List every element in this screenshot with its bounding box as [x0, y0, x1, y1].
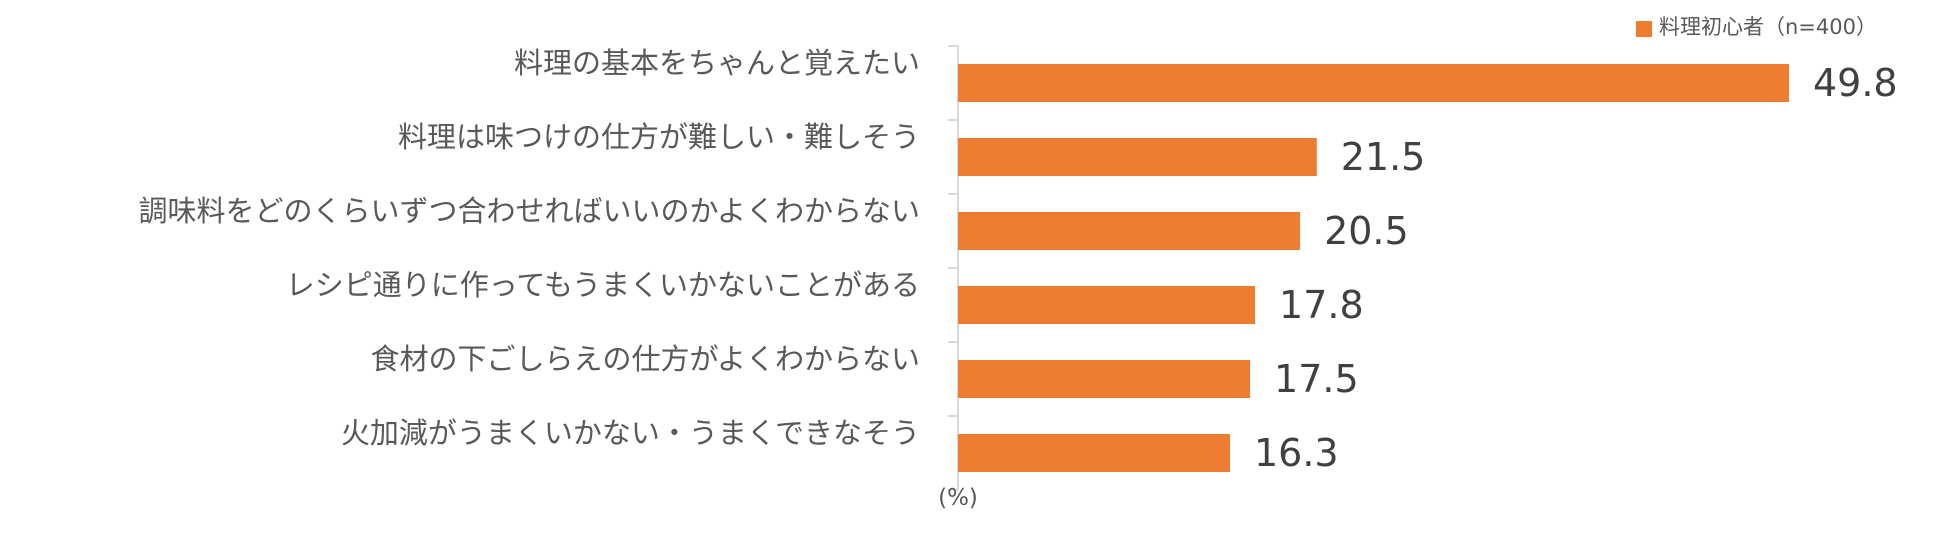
category-labels: 料理の基本をちゃんと覚えたい料理は味つけの仕方が難しい・難しそう調味料をどのくら…	[138, 46, 920, 450]
category-label: 火加減がうまくいかない・うまくできなそう	[341, 416, 920, 450]
bar	[958, 64, 1789, 102]
bar-series	[958, 64, 1789, 472]
legend: 料理初心者（n=400）	[1636, 15, 1877, 39]
category-label: 料理は味つけの仕方が難しい・難しそう	[398, 120, 920, 154]
value-label: 21.5	[1341, 135, 1426, 179]
legend-label: 料理初心者（n=400）	[1659, 15, 1877, 39]
category-label: 調味料をどのくらいずつ合わせればいいのかよくわからない	[138, 194, 920, 228]
category-label: レシピ通りに作ってもうまくいかないことがある	[286, 268, 920, 302]
value-labels: 49.8 21.5 20.5 17.8 17.5 16.3	[1254, 61, 1898, 475]
bar	[958, 360, 1251, 398]
value-label: 17.5	[1274, 357, 1359, 401]
unit-label: (%)	[938, 485, 978, 511]
category-axis	[948, 45, 959, 491]
value-label: 20.5	[1324, 209, 1409, 253]
legend-swatch	[1636, 21, 1652, 37]
bar	[958, 138, 1317, 176]
category-label: 料理の基本をちゃんと覚えたい	[514, 46, 920, 80]
value-label: 49.8	[1813, 61, 1898, 105]
value-label: 17.8	[1279, 283, 1364, 327]
bar	[958, 434, 1230, 472]
bar	[958, 286, 1256, 324]
category-label: 食材の下ごしらえの仕方がよくわからない	[370, 342, 920, 376]
bar	[958, 212, 1301, 250]
value-label: 16.3	[1254, 431, 1339, 475]
